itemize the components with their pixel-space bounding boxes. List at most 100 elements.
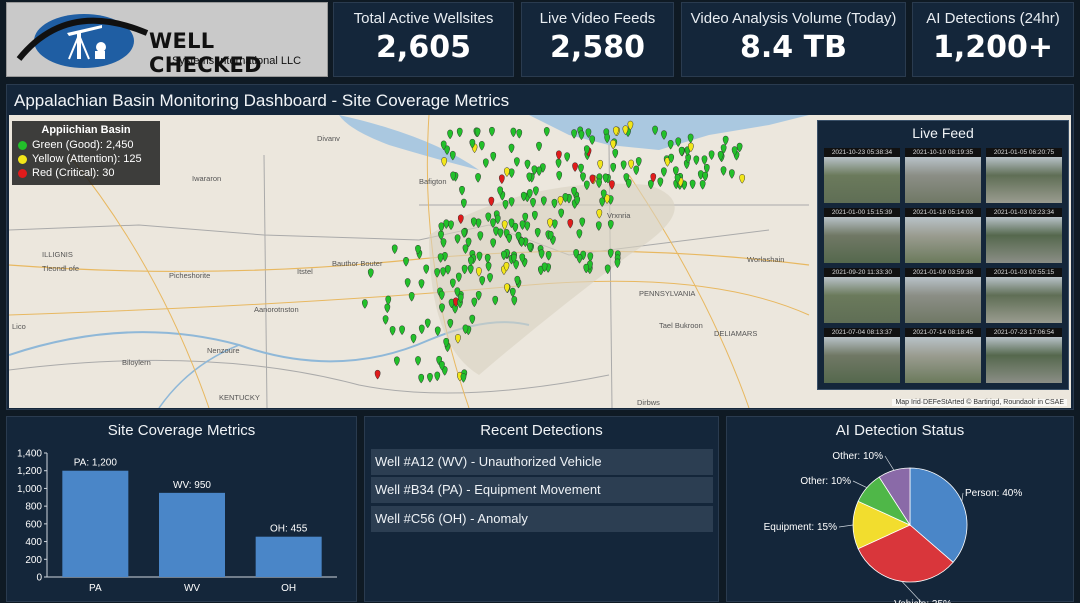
map-pin-icon[interactable] [652, 125, 658, 136]
map-pin-icon[interactable] [449, 278, 456, 289]
map-pin-icon[interactable] [382, 315, 389, 325]
map-pin-icon[interactable] [439, 361, 445, 371]
live-feed-thumbnail[interactable]: 2021-07-14 08:18:45 [905, 328, 981, 383]
map-pin-icon[interactable] [415, 244, 421, 255]
map-pin-icon[interactable] [583, 180, 590, 191]
map-pin-icon[interactable] [600, 189, 607, 200]
live-feed-thumbnail[interactable]: 2021-10-23 05:38:34 [824, 148, 900, 203]
map-pin-icon[interactable] [434, 326, 441, 337]
pie-slice[interactable] [857, 524, 954, 583]
map-pin-icon[interactable] [418, 373, 425, 384]
map-pin-icon[interactable] [514, 157, 520, 167]
map-pin-icon[interactable] [602, 173, 609, 184]
map-pin-icon[interactable] [597, 159, 604, 170]
live-feed-thumbnail[interactable]: 2021-07-23 17:06:54 [986, 328, 1062, 383]
map-pin-icon[interactable] [454, 287, 461, 297]
map-pin-icon[interactable] [519, 220, 526, 230]
map-pin-icon[interactable] [530, 198, 536, 208]
map-pin-icon[interactable] [449, 150, 456, 161]
map-pin-icon[interactable] [524, 221, 531, 232]
map-pin-icon[interactable] [418, 279, 425, 289]
map-pin-icon[interactable] [518, 237, 525, 248]
map-pin-icon[interactable] [661, 167, 667, 177]
map-pin-icon[interactable] [627, 120, 634, 131]
map-pin-icon[interactable] [526, 172, 533, 183]
map-pin-icon[interactable] [465, 237, 472, 248]
map-pin-icon[interactable] [574, 195, 581, 206]
map-pin-icon[interactable] [497, 228, 504, 239]
map-pin-icon[interactable] [391, 244, 398, 255]
map-pin-icon[interactable] [408, 292, 415, 302]
map-pin-icon[interactable] [469, 138, 476, 149]
map-pin-icon[interactable] [399, 325, 405, 336]
map-pin-icon[interactable] [404, 278, 411, 288]
map-pin-icon[interactable] [448, 220, 454, 231]
map-pin-icon[interactable] [612, 148, 619, 159]
map-pin-icon[interactable] [687, 133, 694, 144]
map-pin-icon[interactable] [423, 264, 430, 275]
map-pin-icon[interactable] [509, 287, 516, 298]
map-pin-icon[interactable] [722, 135, 729, 146]
map-pin-icon[interactable] [427, 373, 433, 383]
map-pin-icon[interactable] [501, 250, 507, 261]
map-pin-icon[interactable] [667, 139, 674, 150]
map-pin-icon[interactable] [438, 290, 445, 301]
map-pin-icon[interactable] [520, 191, 527, 202]
map-pin-icon[interactable] [717, 151, 724, 161]
map-pin-icon[interactable] [524, 159, 531, 170]
map-pin-icon[interactable] [508, 168, 515, 179]
map-pin-icon[interactable] [628, 159, 634, 170]
map-pin-icon[interactable] [622, 125, 629, 136]
map-pin-icon[interactable] [534, 227, 541, 238]
map-pin-icon[interactable] [508, 197, 515, 207]
map-pin-icon[interactable] [462, 244, 469, 255]
map-pin-icon[interactable] [469, 314, 476, 325]
map-pin-icon[interactable] [498, 174, 505, 185]
map-pin-icon[interactable] [674, 173, 681, 184]
map-pin-icon[interactable] [522, 212, 529, 223]
map-pin-icon[interactable] [609, 180, 615, 190]
map-pin-icon[interactable] [620, 160, 627, 171]
map-pin-icon[interactable] [545, 251, 552, 261]
map-pin-icon[interactable] [488, 196, 495, 207]
map-pin-icon[interactable] [556, 150, 562, 161]
map-pin-icon[interactable] [578, 163, 584, 174]
map-pin-icon[interactable] [585, 128, 592, 139]
map-pin-icon[interactable] [503, 261, 510, 272]
map-pin-icon[interactable] [448, 298, 455, 309]
pie-slice[interactable] [909, 467, 968, 563]
map-pin-icon[interactable] [567, 218, 574, 229]
map-pin-icon[interactable] [531, 165, 538, 176]
map-pin-icon[interactable] [441, 157, 448, 167]
map-pin-icon[interactable] [556, 171, 563, 181]
map-pin-icon[interactable] [614, 258, 621, 269]
map-pin-icon[interactable] [547, 218, 553, 229]
map-pin-icon[interactable] [678, 146, 685, 157]
map-pin-icon[interactable] [720, 144, 727, 154]
map-pin-icon[interactable] [504, 167, 510, 178]
map-pin-icon[interactable] [558, 208, 565, 219]
map-pin-icon[interactable] [438, 222, 445, 233]
map-pin-icon[interactable] [576, 229, 583, 239]
live-feed-thumbnail[interactable]: 2021-07-04 08:13:37 [824, 328, 900, 383]
map-pin-icon[interactable] [492, 295, 499, 306]
map-pin-icon[interactable] [367, 268, 374, 279]
map-pin-icon[interactable] [607, 248, 614, 259]
map-pin-icon[interactable] [699, 180, 706, 190]
map-pin-icon[interactable] [508, 218, 515, 229]
map-pin-icon[interactable] [702, 171, 709, 182]
map-pin-icon[interactable] [583, 145, 590, 155]
map-pin-icon[interactable] [536, 166, 543, 177]
map-pin-icon[interactable] [471, 297, 478, 308]
map-pin-icon[interactable] [607, 219, 614, 230]
map-pin-icon[interactable] [511, 296, 518, 306]
map-pin-icon[interactable] [440, 140, 447, 151]
map-pin-icon[interactable] [541, 262, 548, 273]
map-pin-icon[interactable] [610, 139, 617, 150]
map-pin-icon[interactable] [589, 135, 596, 145]
map-pin-icon[interactable] [484, 253, 491, 264]
map-pin-icon[interactable] [490, 238, 497, 248]
map-pin-icon[interactable] [477, 231, 484, 241]
map-pin-icon[interactable] [461, 264, 468, 275]
map-pin-icon[interactable] [460, 198, 467, 209]
